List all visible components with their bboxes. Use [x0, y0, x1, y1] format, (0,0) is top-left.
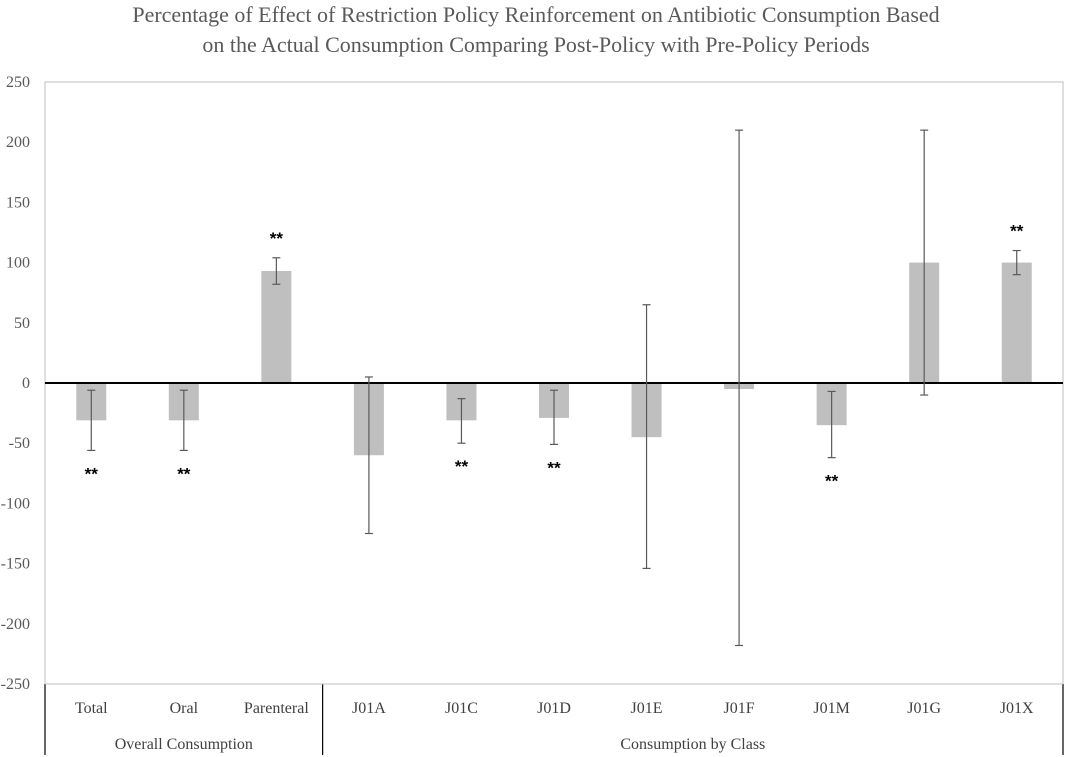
- category-label: J01F: [724, 700, 755, 717]
- significance-marker: **: [85, 464, 99, 483]
- chart-title-line-2: on the Actual Consumption Comparing Post…: [202, 32, 869, 57]
- y-tick-label: -250: [1, 676, 30, 693]
- category-label: J01E: [631, 700, 663, 717]
- y-tick-label: 50: [14, 315, 30, 332]
- category-label: J01C: [445, 700, 478, 717]
- y-tick-label: -150: [1, 556, 30, 573]
- significance-marker: **: [455, 457, 469, 476]
- significance-marker: **: [825, 472, 839, 491]
- category-label: Parenteral: [244, 700, 309, 717]
- category-label: Oral: [170, 700, 199, 717]
- category-label: Total: [75, 700, 108, 717]
- significance-marker: **: [270, 229, 284, 248]
- y-tick-label: 250: [6, 74, 30, 91]
- chart-title-line-1: Percentage of Effect of Restriction Poli…: [132, 2, 939, 27]
- category-label: J01D: [537, 700, 571, 717]
- significance-markers: ** ** ** ** ** ** **: [85, 222, 1024, 491]
- y-axis-ticks: 250 200 150 100 50 0 -50 -100 -150 -200 -250: [1, 74, 30, 693]
- y-tick-label: 0: [22, 375, 30, 392]
- y-tick-label: 200: [6, 134, 30, 151]
- group-label: Consumption by Class: [620, 736, 765, 753]
- category-label: J01M: [813, 700, 849, 717]
- bars: [76, 262, 1032, 456]
- category-label: J01G: [907, 700, 941, 717]
- y-tick-label: -200: [1, 616, 30, 633]
- error-bars: [87, 129, 1021, 647]
- significance-marker: **: [177, 464, 191, 483]
- significance-marker: **: [1010, 222, 1024, 241]
- bar: [261, 271, 292, 383]
- y-tick-label: 100: [6, 255, 30, 272]
- group-label: Overall Consumption: [115, 736, 253, 753]
- bar: [1001, 262, 1032, 383]
- y-tick-label: 150: [6, 194, 30, 211]
- category-label: J01X: [1000, 700, 1034, 717]
- x-axis: Total Oral Parenteral J01A J01C J01D J01E J01F J…: [44, 683, 1064, 755]
- y-tick-label: -50: [9, 435, 30, 452]
- category-label: J01A: [352, 700, 386, 717]
- y-tick-label: -100: [1, 495, 30, 512]
- significance-marker: **: [547, 458, 561, 477]
